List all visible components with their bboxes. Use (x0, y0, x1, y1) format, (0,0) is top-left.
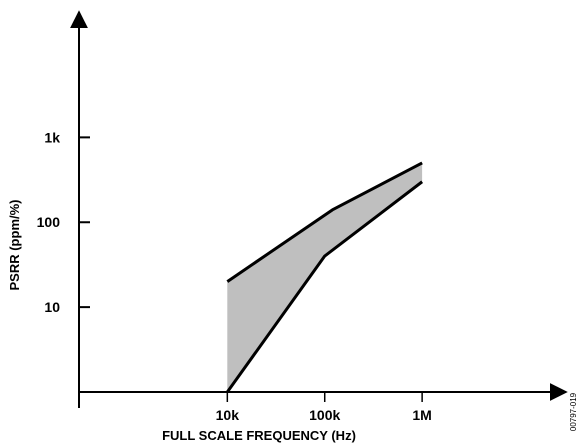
x-tick-label: 100k (309, 407, 340, 423)
y-tick-label: 100 (37, 214, 61, 230)
x-tick-label: 1M (412, 407, 431, 423)
y-tick-label: 1k (44, 129, 60, 145)
y-axis-title: PSRR (ppm/%) (7, 200, 22, 291)
x-tick-label: 10k (216, 407, 240, 423)
figure-code: 00797-019 (569, 392, 578, 431)
psrr-range-band (227, 162, 423, 392)
y-tick-label: 10 (44, 299, 60, 315)
series-upper-line (226, 161, 423, 283)
series-lower-line (226, 180, 424, 393)
x-axis-title: FULL SCALE FREQUENCY (Hz) (162, 428, 356, 443)
